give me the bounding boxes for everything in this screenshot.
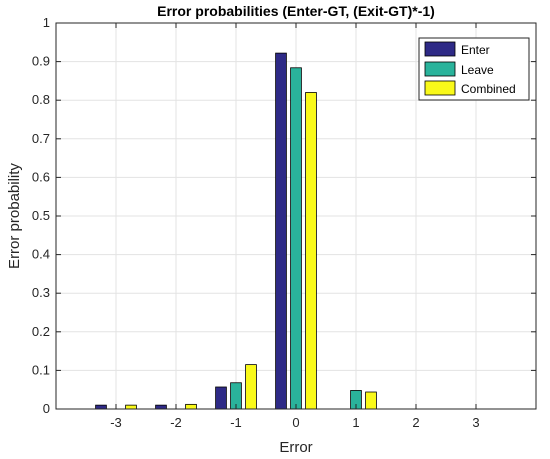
bar-combined--3 xyxy=(125,404,137,410)
y-tick-label: 0 xyxy=(43,401,50,416)
bar-enter--3 xyxy=(95,404,107,410)
legend-swatch-enter xyxy=(424,41,456,57)
legend-swatch-combined xyxy=(424,80,456,96)
y-tick-label: 0.3 xyxy=(32,285,50,300)
x-axis-label: Error xyxy=(279,439,312,456)
y-axis-label: Error probability xyxy=(6,163,23,269)
bar-enter--2 xyxy=(155,404,167,410)
y-tick-label: 0.2 xyxy=(32,324,50,339)
legend-swatch-leave xyxy=(424,61,456,77)
bar-enter--1 xyxy=(215,386,227,410)
y-tick-label: 0.6 xyxy=(32,169,50,184)
y-tick-label: 1 xyxy=(43,15,50,30)
x-tick-label: 3 xyxy=(472,415,479,430)
bar-combined--2 xyxy=(185,403,197,410)
legend: Enter Leave Combined xyxy=(418,37,530,101)
legend-label-leave: Leave xyxy=(461,63,494,77)
bar-combined--1 xyxy=(245,364,257,410)
legend-label-combined: Combined xyxy=(461,82,516,96)
y-tick-label: 0.9 xyxy=(32,54,50,69)
bar-combined-1 xyxy=(365,391,377,410)
chart-title: Error probabilities (Enter-GT, (Exit-GT)… xyxy=(157,3,435,19)
x-tick-label: -2 xyxy=(170,415,182,430)
bar-combined-0 xyxy=(305,92,317,410)
x-tick-label: 1 xyxy=(352,415,359,430)
y-tick-label: 0.7 xyxy=(32,131,50,146)
bar-leave-0 xyxy=(290,67,302,410)
x-tick-label: -3 xyxy=(110,415,122,430)
legend-label-enter: Enter xyxy=(461,43,490,57)
y-tick-label: 0.4 xyxy=(32,247,50,262)
bar-enter-0 xyxy=(275,52,287,410)
ticks: 0 0.1 0.2 0.3 0.4 0.5 0.6 0.7 0.8 0.9 1 -3 -2 -1 0 1 2 3 xyxy=(32,15,536,430)
x-tick-label: 2 xyxy=(412,415,419,430)
y-tick-label: 0.5 xyxy=(32,208,50,223)
x-tick-label: -1 xyxy=(230,415,242,430)
x-tick-label: 0 xyxy=(292,415,299,430)
y-tick-label: 0.1 xyxy=(32,362,50,377)
y-tick-label: 0.8 xyxy=(32,92,50,107)
